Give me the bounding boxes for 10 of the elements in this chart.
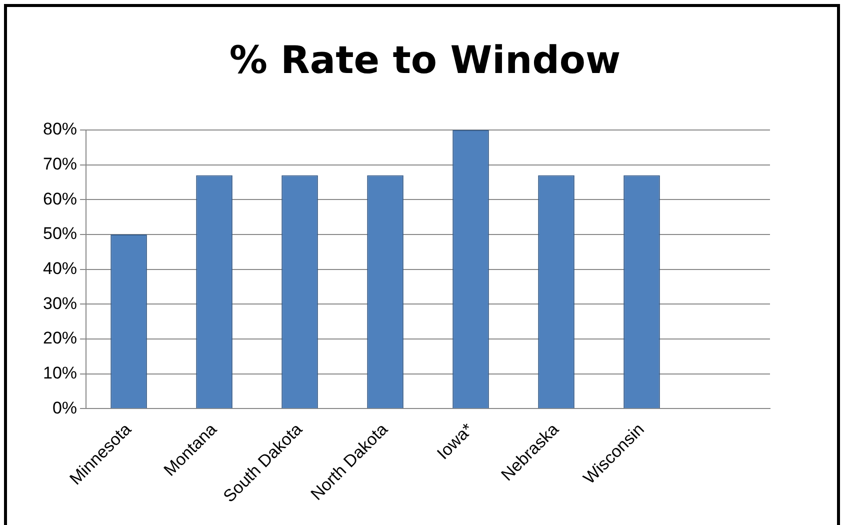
y-tick-label: 70%	[42, 154, 78, 174]
y-tick-label: 40%	[42, 259, 78, 278]
chart-title: % Rate to Window	[228, 38, 622, 82]
y-tick-label: 80%	[42, 120, 78, 139]
y-tick-label: 0%	[52, 398, 78, 418]
y-tick-label: 10%	[42, 364, 78, 383]
y-tick-label: 50%	[42, 224, 78, 244]
y-tick-label: 60%	[42, 189, 78, 208]
y-tick-label: 20%	[42, 328, 78, 348]
y-tick-label: 30%	[42, 294, 78, 313]
